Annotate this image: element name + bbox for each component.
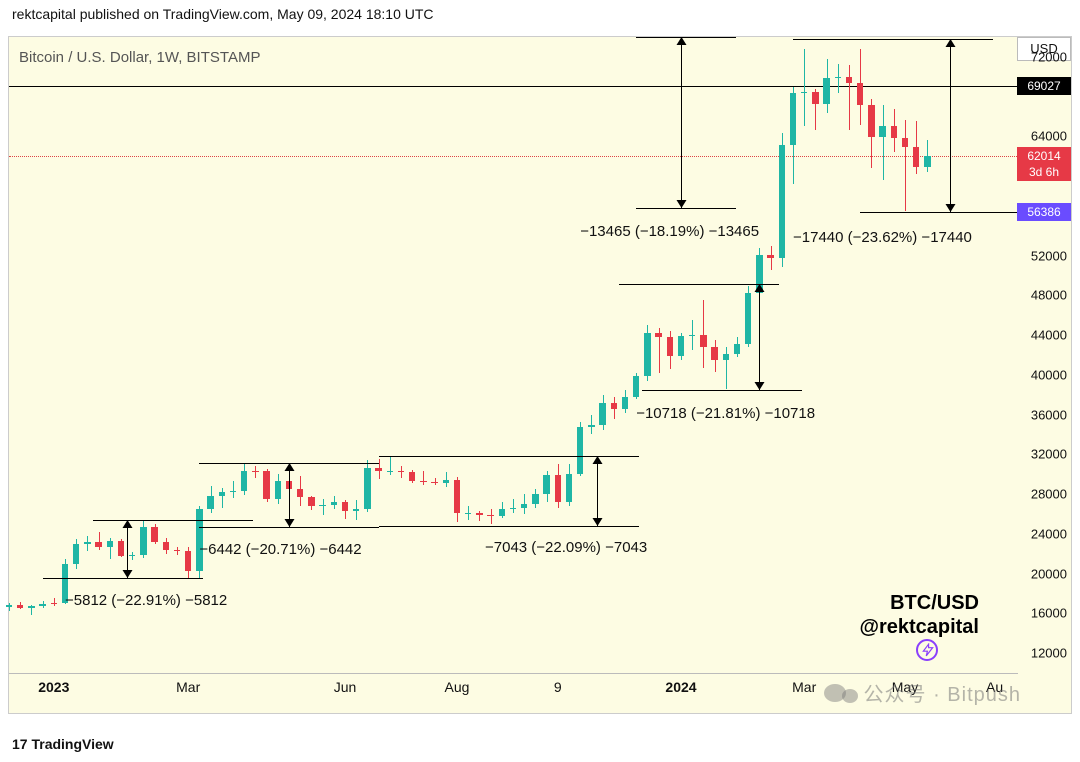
wechat-text: 公众号 · Bitpush xyxy=(864,678,1021,707)
price-tick: 24000 xyxy=(1031,526,1067,541)
lightning-icon xyxy=(916,639,938,661)
price-tick: 12000 xyxy=(1031,646,1067,661)
price-tick: 28000 xyxy=(1031,487,1067,502)
range-label: −10718 (−21.81%) −10718 xyxy=(636,405,815,422)
price-badge-extra: 3d 6h xyxy=(1017,165,1071,181)
time-tick: Mar xyxy=(792,679,816,695)
time-tick: 9 xyxy=(554,679,562,695)
price-badge: 62014 xyxy=(1017,147,1071,165)
plot-area[interactable]: −5812 (−22.91%) −5812 −6442 (−20.71%) −64… xyxy=(9,37,1018,674)
price-tick: 64000 xyxy=(1031,129,1067,144)
price-tick: 52000 xyxy=(1031,248,1067,263)
range-label: −13465 (−18.19%) −13465 xyxy=(580,223,759,240)
wechat-icon-small xyxy=(842,689,858,703)
price-tick: 44000 xyxy=(1031,328,1067,343)
price-tick: 36000 xyxy=(1031,407,1067,422)
time-tick: Mar xyxy=(176,679,200,695)
price-tick: 40000 xyxy=(1031,367,1067,382)
time-tick: 2024 xyxy=(665,679,696,695)
range-label: −5812 (−22.91%) −5812 xyxy=(65,592,227,609)
price-badge: 56386 xyxy=(1017,203,1071,221)
price-axis: USD 120001600020000240002800032000360004… xyxy=(1017,37,1071,673)
time-tick: Jun xyxy=(334,679,357,695)
page-root: rektcapital published on TradingView.com… xyxy=(0,0,1080,762)
range-label: −17440 (−23.62%) −17440 xyxy=(793,229,972,246)
horizontal-line xyxy=(9,156,1017,157)
price-tick: 72000 xyxy=(1031,49,1067,64)
footer-brand: 17 TradingView xyxy=(12,736,114,752)
chart-frame: Bitcoin / U.S. Dollar, 1W, BITSTAMP −581… xyxy=(8,36,1072,714)
range-label: −6442 (−20.71%) −6442 xyxy=(199,541,361,558)
time-tick: 2023 xyxy=(38,679,69,695)
time-tick: Aug xyxy=(445,679,470,695)
horizontal-line xyxy=(9,86,1017,87)
price-tick: 32000 xyxy=(1031,447,1067,462)
chart-watermark: BTC/USD @rektcapital xyxy=(859,591,979,639)
price-badge: 69027 xyxy=(1017,77,1071,95)
publish-line: rektcapital published on TradingView.com… xyxy=(12,6,434,22)
price-tick: 48000 xyxy=(1031,288,1067,303)
watermark-line1: BTC/USD xyxy=(859,591,979,615)
range-label: −7043 (−22.09%) −7043 xyxy=(485,539,647,556)
watermark-line2: @rektcapital xyxy=(859,615,979,639)
price-tick: 16000 xyxy=(1031,606,1067,621)
wechat-watermark: 公众号 · Bitpush xyxy=(824,678,1021,707)
price-tick: 20000 xyxy=(1031,566,1067,581)
